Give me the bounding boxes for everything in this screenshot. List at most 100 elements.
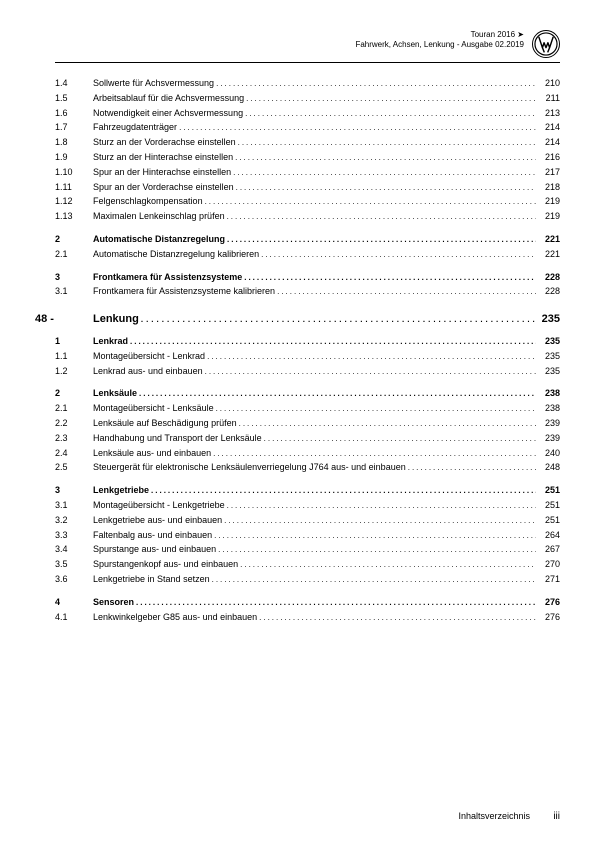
toc-entry-title: Lenkgetriebe aus- und einbauen — [93, 514, 224, 526]
toc-entry-number: 1.2 — [55, 365, 93, 377]
toc-entry-title: Montageübersicht - Lenksäule — [93, 402, 216, 414]
arrow-icon: ➤ — [517, 30, 524, 39]
toc-entry-number: 1.5 — [55, 92, 93, 104]
toc-entry-title: Automatische Distanzregelung — [93, 233, 227, 245]
toc-row: 1.7Fahrzeugdatenträger..................… — [55, 121, 560, 134]
toc-leader-dots: ........................................… — [214, 531, 536, 542]
toc-entry-page: 271 — [536, 573, 560, 585]
toc-entry-title: Handhabung und Transport der Lenksäule — [93, 432, 264, 444]
toc-entry-page: 216 — [536, 151, 560, 163]
toc-leader-dots: ........................................… — [139, 389, 536, 400]
chapter-dots: ........................................… — [141, 315, 536, 326]
toc-entry-title: Spurstangenkopf aus- und einbauen — [93, 558, 240, 570]
toc-entry-number: 1.7 — [55, 121, 93, 133]
chapter-num: 48 - — [35, 312, 93, 327]
toc-entry-number: 4 — [55, 596, 93, 608]
toc-entry-page: 221 — [536, 233, 560, 245]
toc-row: 3Frontkamera für Assistenzsysteme.......… — [55, 271, 560, 284]
toc-entry-title: Sollwerte für Achsvermessung — [93, 77, 216, 89]
toc-entry-number: 2.4 — [55, 447, 93, 459]
toc-entry-title: Spur an der Hinterachse einstellen — [93, 166, 233, 178]
toc-entry-number: 4.1 — [55, 611, 93, 623]
toc-entry-title: Lenkwinkelgeber G85 aus- und einbauen — [93, 611, 259, 623]
section-gap — [55, 225, 560, 233]
toc-entry-page: 211 — [536, 92, 560, 104]
vw-logo-icon — [532, 30, 560, 58]
toc-row: 3.5Spurstangenkopf aus- und einbauen....… — [55, 558, 560, 571]
toc-entry-page: 219 — [536, 195, 560, 207]
toc-entry-number: 3.4 — [55, 543, 93, 555]
toc-entry-number: 3.1 — [55, 285, 93, 297]
toc-leader-dots: ........................................… — [240, 560, 536, 571]
section-gap — [55, 476, 560, 484]
toc-row: 2.2Lenksäule auf Beschädigung prüfen....… — [55, 417, 560, 430]
toc-entry-number: 3.6 — [55, 573, 93, 585]
toc-leader-dots: ........................................… — [259, 613, 536, 624]
toc-leader-dots: ........................................… — [216, 404, 536, 415]
toc-leader-dots: ........................................… — [207, 352, 536, 363]
toc-entry-page: 235 — [536, 335, 560, 347]
page-footer: Inhaltsverzeichnis iii — [458, 811, 560, 822]
toc-entry-page: 248 — [536, 461, 560, 473]
toc-row: 1.10Spur an der Hinterachse einstellen..… — [55, 166, 560, 179]
toc-leader-dots: ........................................… — [239, 419, 536, 430]
toc-row: 4Sensoren...............................… — [55, 596, 560, 609]
toc-entry-number: 1.12 — [55, 195, 93, 207]
toc-leader-dots: ........................................… — [151, 486, 536, 497]
toc-section-2: 1Lenkrad................................… — [55, 335, 560, 623]
toc-entry-page: 228 — [536, 285, 560, 297]
toc-leader-dots: ........................................… — [264, 434, 536, 445]
toc-entry-title: Spur an der Vorderachse einstellen — [93, 181, 236, 193]
toc-row: 1.8Sturz an der Vorderachse einstellen..… — [55, 136, 560, 149]
toc-entry-number: 1.1 — [55, 350, 93, 362]
toc-entry-title: Automatische Distanzregelung kalibrieren — [93, 248, 261, 260]
toc-row: 3.6Lenkgetriebe in Stand setzen.........… — [55, 573, 560, 586]
toc-leader-dots: ........................................… — [227, 212, 536, 223]
toc-entry-title: Sensoren — [93, 596, 136, 608]
toc-row: 3.4Spurstange aus- und einbauen.........… — [55, 543, 560, 556]
toc-row: 1.6Notwendigkeit einer Achsvermessung...… — [55, 107, 560, 120]
toc-row: 1.9Sturz an der Hinterachse einstellen..… — [55, 151, 560, 164]
model-name: Touran 2016 — [471, 30, 515, 39]
toc-entry-page: 235 — [536, 365, 560, 377]
toc-row: 3.3Faltenbalg aus- und einbauen.........… — [55, 529, 560, 542]
toc-entry-number: 1.13 — [55, 210, 93, 222]
toc-entry-title: Sturz an der Hinterachse einstellen — [93, 151, 235, 163]
toc-entry-number: 2 — [55, 233, 93, 245]
toc-row: 1.1Montageübersicht - Lenkrad...........… — [55, 350, 560, 363]
toc-entry-page: 251 — [536, 484, 560, 496]
toc-row: 2.1Automatische Distanzregelung kalibrie… — [55, 248, 560, 261]
toc-leader-dots: ........................................… — [235, 153, 536, 164]
toc-entry-title: Frontkamera für Assistenzsysteme kalibri… — [93, 285, 277, 297]
toc-leader-dots: ........................................… — [246, 94, 536, 105]
toc-entry-title: Fahrzeugdatenträger — [93, 121, 179, 133]
toc-entry-number: 2.1 — [55, 402, 93, 414]
toc-entry-number: 2.1 — [55, 248, 93, 260]
toc-entry-page: 239 — [536, 432, 560, 444]
toc-row: 3.1Montageübersicht - Lenkgetriebe......… — [55, 499, 560, 512]
toc-row: 2.1Montageübersicht - Lenksäule.........… — [55, 402, 560, 415]
toc-entry-page: 270 — [536, 558, 560, 570]
toc-entry-number: 1.9 — [55, 151, 93, 163]
toc-leader-dots: ........................................… — [218, 545, 536, 556]
section-gap — [55, 263, 560, 271]
toc-entry-number: 1.6 — [55, 107, 93, 119]
toc-entry-title: Lenksäule — [93, 387, 139, 399]
toc-row: 3.2Lenkgetriebe aus- und einbauen.......… — [55, 514, 560, 527]
toc-entry-page: 217 — [536, 166, 560, 178]
toc-row: 2.3Handhabung und Transport der Lenksäul… — [55, 432, 560, 445]
toc-leader-dots: ........................................… — [224, 516, 536, 527]
toc-entry-number: 3 — [55, 484, 93, 496]
toc-row: 3Lenkgetriebe...........................… — [55, 484, 560, 497]
toc-row: 1.11Spur an der Vorderachse einstellen..… — [55, 181, 560, 194]
toc-entry-number: 2 — [55, 387, 93, 399]
toc-row: 1.13Maximalen Lenkeinschlag prüfen......… — [55, 210, 560, 223]
toc-leader-dots: ........................................… — [205, 367, 536, 378]
toc-entry-number: 2.3 — [55, 432, 93, 444]
toc-entry-page: 228 — [536, 271, 560, 283]
toc-entry-title: Lenkgetriebe in Stand setzen — [93, 573, 212, 585]
toc-entry-page: 240 — [536, 447, 560, 459]
toc-entry-title: Lenkrad aus- und einbauen — [93, 365, 205, 377]
toc-entry-title: Montageübersicht - Lenkrad — [93, 350, 207, 362]
header-line-1: Touran 2016 ➤ — [355, 30, 524, 40]
